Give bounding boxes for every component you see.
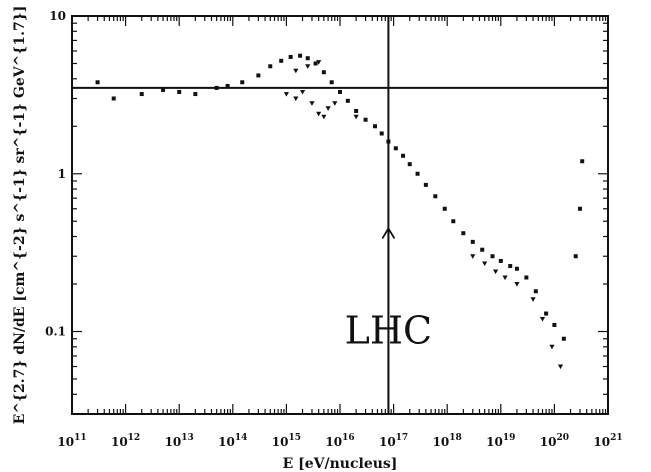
x-tick-label: 1020 — [540, 433, 569, 449]
data-point-square — [544, 311, 549, 316]
data-points — [95, 53, 585, 370]
data-point-triangle — [299, 89, 306, 95]
x-axis-title: E [eV/nucleus] — [283, 456, 398, 472]
data-point-square — [451, 219, 456, 224]
y-axis-title: E^{2.7} dN/dE [cm^{-2} s^{-1} sr^{-1} Ge… — [12, 6, 28, 425]
data-point-square — [508, 264, 513, 269]
x-tick-label: 1019 — [486, 433, 515, 449]
lhc-annotation: LHC — [345, 309, 432, 353]
data-point-triangle — [321, 114, 327, 120]
data-point-square — [573, 254, 578, 259]
data-point-square — [461, 231, 466, 236]
x-tick-label: 1017 — [379, 433, 408, 449]
data-point-square — [580, 159, 585, 164]
x-tick-label: 1015 — [272, 433, 301, 449]
data-point-square — [442, 206, 447, 211]
data-point-triangle — [332, 101, 338, 106]
x-tick-label: 1018 — [433, 433, 462, 449]
data-point-square — [490, 254, 495, 259]
data-point-triangle — [283, 92, 289, 97]
data-point-square — [288, 54, 293, 59]
data-point-square — [354, 108, 359, 113]
data-point-square — [240, 80, 245, 85]
data-point-square — [338, 89, 342, 94]
tick-marks — [71, 15, 609, 415]
data-point-triangle — [557, 364, 564, 370]
data-point-square — [415, 171, 420, 176]
data-point-triangle — [502, 275, 508, 281]
data-point-square — [433, 194, 438, 199]
data-point-square — [298, 53, 303, 58]
data-point-triangle — [493, 269, 499, 275]
data-point-triangle — [514, 282, 520, 287]
x-tick-label: 1012 — [111, 433, 140, 449]
data-point-triangle — [470, 254, 476, 259]
data-point-triangle — [325, 106, 331, 111]
data-point-square — [345, 98, 350, 103]
x-tick-labels: 1011 1012 1013 1014 1015 1016 1017 1018 1019 1020… — [57, 433, 622, 449]
data-point-square — [514, 266, 519, 271]
x-tick-label: 1011 — [57, 433, 86, 449]
data-point-square — [401, 153, 406, 158]
data-point-triangle — [316, 111, 322, 117]
y-tick-labels: 0.1 1 10 — [45, 9, 66, 339]
data-point-square — [256, 73, 261, 78]
data-point-triangle — [309, 101, 315, 106]
data-point-square — [379, 131, 384, 136]
x-tick-label: 1016 — [325, 433, 354, 449]
data-point-square — [95, 80, 100, 85]
data-point-square — [393, 146, 398, 151]
data-point-square — [480, 247, 485, 252]
data-point-square — [193, 92, 198, 97]
y-tick-label: 1 — [58, 167, 66, 181]
data-point-square — [470, 239, 475, 244]
data-point-square — [524, 275, 529, 280]
x-tick-label: 1021 — [593, 433, 622, 449]
data-point-square — [423, 182, 428, 187]
data-point-square — [373, 124, 378, 129]
data-point-square — [177, 89, 182, 94]
plot-frame — [71, 15, 609, 415]
y-tick-label: 10 — [49, 9, 66, 23]
data-point-square — [386, 139, 391, 144]
data-point-square — [111, 96, 116, 101]
data-point-square — [577, 206, 582, 211]
data-point-square — [139, 92, 144, 97]
data-point-square — [279, 58, 284, 63]
data-point-square — [533, 289, 538, 294]
data-point-square — [407, 162, 412, 167]
data-point-square — [329, 80, 334, 85]
data-point-square — [552, 322, 557, 327]
x-tick-label: 1014 — [218, 433, 247, 449]
data-point-square — [363, 117, 368, 122]
data-point-triangle — [293, 68, 299, 74]
data-point-square — [225, 83, 230, 88]
data-point-square — [561, 336, 566, 341]
data-point-triangle — [293, 96, 299, 102]
y-tick-label: 0.1 — [45, 325, 66, 339]
data-point-triangle — [539, 317, 546, 322]
data-point-square — [321, 70, 326, 75]
lhc-arrow-head — [381, 226, 396, 239]
data-point-square — [268, 64, 273, 69]
data-point-triangle — [549, 344, 555, 350]
data-point-square — [305, 56, 310, 61]
data-point-triangle — [316, 60, 322, 65]
data-point-triangle — [353, 114, 359, 120]
data-point-square — [498, 258, 503, 263]
data-point-square — [214, 85, 219, 90]
data-point-triangle — [305, 64, 311, 69]
data-point-triangle — [530, 297, 536, 302]
data-point-triangle — [482, 261, 488, 267]
x-tick-label: 1013 — [165, 433, 194, 449]
data-point-square — [313, 61, 318, 66]
data-point-square — [161, 87, 166, 92]
reference-lines — [72, 16, 608, 414]
